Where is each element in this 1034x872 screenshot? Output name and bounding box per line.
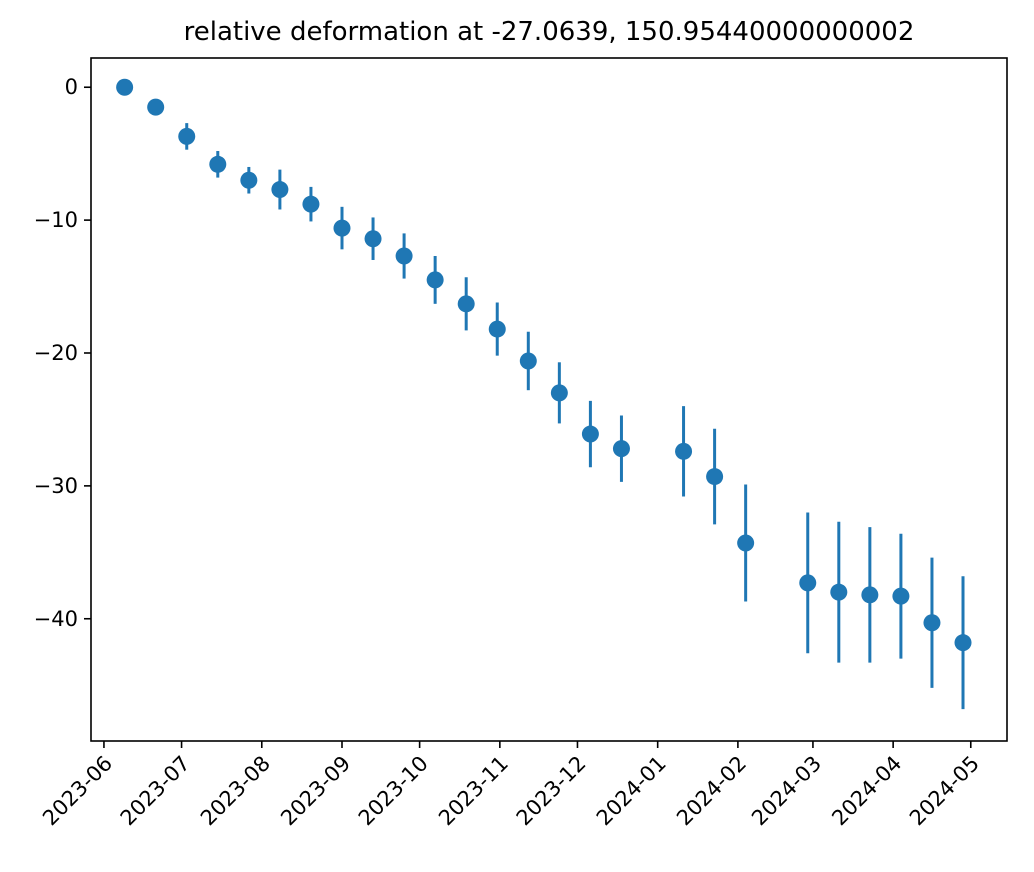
data-point	[209, 155, 227, 173]
data-point	[861, 586, 879, 604]
y-tick-label: 0	[65, 75, 78, 99]
data-point	[737, 534, 755, 552]
data-point	[581, 425, 599, 443]
data-point	[302, 195, 320, 213]
data-point	[395, 247, 413, 265]
y-tick-label: −20	[34, 341, 78, 365]
x-tick-label: 2023-07	[116, 751, 195, 830]
y-tick-label: −30	[34, 474, 78, 498]
data-point	[830, 583, 848, 601]
x-tick-label: 2023-10	[354, 751, 433, 830]
data-point	[519, 352, 537, 370]
x-tick-label: 2023-08	[196, 751, 275, 830]
data-point	[116, 78, 134, 96]
x-tick-label: 2023-06	[38, 751, 117, 830]
x-tick-label: 2023-11	[434, 751, 513, 830]
y-tick-label: −10	[34, 208, 78, 232]
data-point	[799, 574, 817, 592]
data-point	[550, 384, 568, 402]
data-point	[240, 171, 258, 189]
x-tick-label: 2024-05	[905, 751, 984, 830]
y-tick-label: −40	[34, 607, 78, 631]
chart-title: relative deformation at -27.0639, 150.95…	[184, 17, 915, 47]
x-tick-label: 2023-09	[276, 751, 355, 830]
data-point	[147, 98, 165, 116]
data-point	[923, 614, 941, 632]
data-point	[954, 634, 972, 652]
x-tick-label: 2024-02	[672, 751, 751, 830]
y-axis: 0 −10 −20 −30 −40	[34, 75, 91, 631]
data-point	[612, 440, 630, 458]
data-point	[178, 127, 196, 145]
data-point	[364, 230, 382, 248]
data-point	[426, 271, 444, 289]
data-point	[333, 219, 351, 237]
data-points	[116, 78, 972, 652]
x-tick-label: 2023-12	[512, 751, 591, 830]
data-point	[457, 295, 475, 313]
data-point	[675, 442, 693, 460]
data-point	[488, 320, 506, 338]
data-point	[706, 468, 724, 486]
x-tick-label: 2024-04	[827, 751, 906, 830]
data-point	[271, 181, 289, 199]
data-point	[892, 587, 910, 605]
plot-frame	[90, 57, 1008, 742]
x-tick-label: 2024-03	[747, 751, 826, 830]
x-tick-label: 2024-01	[592, 751, 671, 830]
